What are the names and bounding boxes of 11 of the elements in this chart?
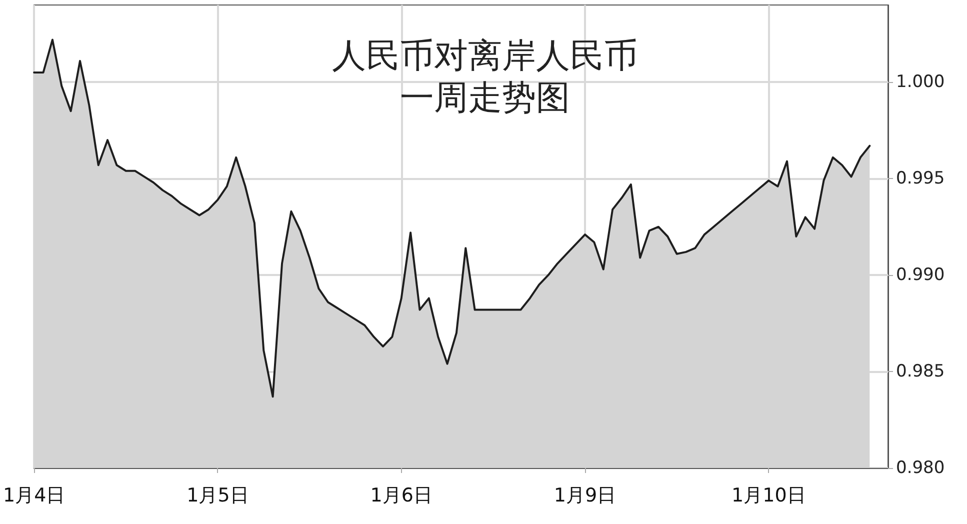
text: 人民币对离岸人民币一周走势图 bbox=[332, 36, 638, 118]
x-tick-label: 1月6日 bbox=[370, 484, 432, 506]
x-tick-label: 1月9日 bbox=[554, 484, 616, 506]
x-tick-label: 1月4日 bbox=[2, 484, 66, 506]
y-tick-label: 0.980 bbox=[896, 458, 945, 478]
y-tick-label: 0.995 bbox=[896, 168, 945, 189]
x-tick-label: 1月10日 bbox=[732, 484, 806, 506]
y-tick-label: 1.000 bbox=[896, 72, 945, 92]
y-tick-label: 0.990 bbox=[896, 265, 945, 286]
y-tick-label: 0.985 bbox=[896, 362, 945, 382]
x-tick-label: 1月5日 bbox=[186, 484, 249, 506]
